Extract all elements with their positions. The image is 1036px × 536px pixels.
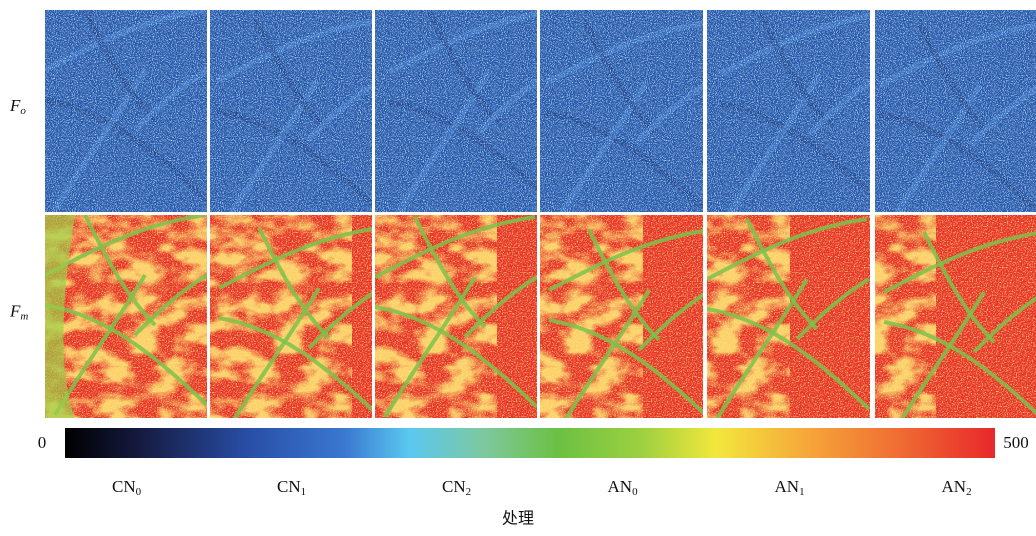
row-label: Fm [9,301,28,322]
fo-image [875,10,1036,225]
label-sub: 1 [301,486,307,498]
figure: 0 500 处理 FoFmCN0CN1CN2AN0AN1AN2 [0,0,1036,531]
fo-image [707,10,882,214]
label-base: AN [608,477,633,496]
label-base: CN [442,477,466,496]
fo-image [540,10,708,223]
label-base: CN [277,477,301,496]
x-axis-label: 处理 [502,509,534,528]
label-sub: m [20,310,28,322]
column-label: CN0 [112,477,142,498]
label-sub: 0 [136,486,142,498]
fo-image [210,10,379,221]
colorbar-min: 0 [38,433,47,452]
label-base: AN [942,477,967,496]
colorbar-max: 500 [1003,433,1029,452]
label-base: F [9,301,21,320]
label-base: CN [112,477,136,496]
label-sub: 2 [966,486,972,498]
row-label: Fo [9,96,26,117]
label-sub: 2 [466,486,472,498]
column-label: CN2 [442,477,471,498]
label-base: AN [775,477,800,496]
label-base: F [9,96,21,115]
column-label: AN2 [942,477,972,498]
label-sub: 0 [632,486,638,498]
column-label: AN1 [775,477,805,498]
column-label: CN1 [277,477,306,498]
column-label: AN0 [608,477,639,498]
label-sub: 1 [799,486,805,498]
label-sub: o [20,105,26,117]
fo-image [45,10,207,212]
colorbar [65,428,995,458]
fo-image [375,10,551,212]
